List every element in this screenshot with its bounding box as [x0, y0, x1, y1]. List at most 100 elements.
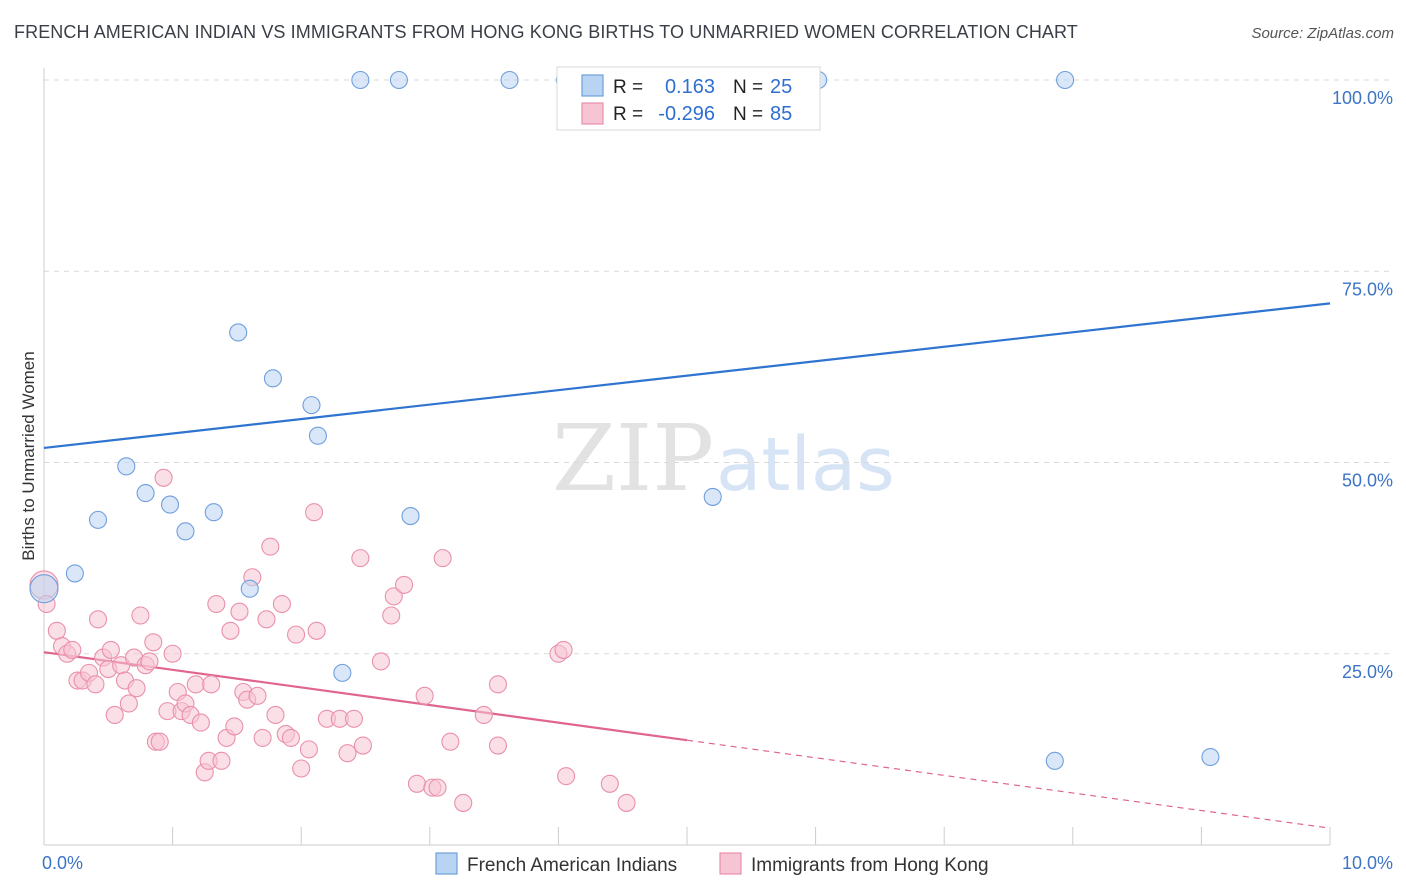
watermark-zip: ZIP: [552, 405, 714, 512]
trend-lines: [43, 302, 1331, 829]
point-immigrants-hong-kong: [221, 621, 240, 640]
point-immigrants-hong-kong: [63, 640, 82, 659]
point-immigrants-hong-kong: [382, 606, 401, 625]
point-immigrants-hong-kong: [454, 793, 473, 812]
point-french-american-indians: [263, 369, 282, 388]
point-immigrants-hong-kong: [150, 732, 169, 751]
point-immigrants-hong-kong: [281, 728, 300, 747]
legend-n-label-1: N =: [733, 77, 763, 98]
point-immigrants-hong-kong: [488, 736, 508, 755]
point-immigrants-hong-kong: [415, 686, 434, 705]
point-immigrants-hong-kong: [140, 652, 159, 671]
point-immigrants-hong-kong: [266, 705, 285, 725]
watermark-atlas: atlas: [716, 422, 895, 508]
point-immigrants-hong-kong: [344, 709, 363, 728]
point-french-american-indians: [1056, 70, 1075, 90]
y-tick-label: 50.0%: [1342, 471, 1393, 491]
point-immigrants-hong-kong: [202, 675, 221, 694]
axes: [43, 68, 1331, 846]
point-immigrants-hong-kong: [554, 640, 573, 659]
point-immigrants-hong-kong: [225, 717, 244, 736]
point-immigrants-hong-kong: [441, 732, 460, 751]
legend-swatch-pink: [581, 102, 604, 125]
point-immigrants-hong-kong: [407, 774, 426, 793]
point-immigrants-hong-kong: [131, 606, 150, 625]
point-french-american-indians: [176, 522, 195, 541]
point-immigrants-hong-kong: [105, 705, 124, 725]
legend-n-value-2: 85: [770, 103, 792, 125]
legend-n-value-1: 25: [770, 76, 792, 98]
point-immigrants-hong-kong: [101, 640, 120, 659]
trend-line-immigrants-hong-kong-dashed: [686, 739, 1331, 829]
point-french-american-indians: [29, 574, 59, 604]
point-immigrants-hong-kong: [248, 686, 267, 705]
point-immigrants-hong-kong: [617, 793, 636, 812]
point-immigrants-hong-kong: [488, 675, 508, 694]
y-tick-label: 75.0%: [1342, 279, 1393, 299]
legend-swatch-blue: [581, 74, 604, 97]
point-immigrants-hong-kong: [212, 751, 231, 770]
point-immigrants-hong-kong: [261, 537, 280, 556]
point-immigrants-hong-kong: [287, 625, 306, 644]
point-immigrants-hong-kong: [292, 759, 311, 778]
legend-r-label-1: R =: [613, 77, 643, 98]
point-french-american-indians: [88, 510, 108, 529]
bottom-legend-swatch-pink: [719, 852, 742, 875]
point-french-american-indians: [302, 396, 321, 415]
point-immigrants-hong-kong: [154, 468, 173, 487]
tick-labels: 100.0% 75.0% 50.0% 25.0% 0.0% 10.0%: [42, 88, 1393, 873]
point-french-american-indians: [389, 70, 408, 90]
point-immigrants-hong-kong: [600, 774, 619, 793]
point-french-american-indians: [1045, 751, 1064, 770]
point-french-american-indians: [136, 484, 155, 503]
point-immigrants-hong-kong: [474, 705, 493, 725]
point-immigrants-hong-kong: [433, 549, 452, 568]
point-french-american-indians: [204, 503, 223, 522]
legend-r-value-1: 0.163: [665, 76, 715, 98]
point-french-american-indians: [240, 579, 259, 598]
point-immigrants-hong-kong: [127, 679, 146, 698]
point-immigrants-hong-kong: [307, 621, 326, 640]
x-tick-label-min: 0.0%: [42, 853, 83, 873]
point-immigrants-hong-kong: [86, 675, 105, 694]
point-immigrants-hong-kong: [338, 744, 357, 763]
point-french-american-indians: [160, 495, 180, 514]
point-french-american-indians: [500, 70, 519, 90]
legend-r-label-2: R =: [613, 104, 643, 125]
point-immigrants-hong-kong: [207, 594, 226, 614]
point-french-american-indians: [703, 487, 722, 506]
point-french-american-indians: [401, 506, 420, 526]
point-immigrants-hong-kong: [371, 652, 390, 671]
point-french-american-indians: [229, 323, 248, 342]
point-immigrants-hong-kong: [299, 740, 318, 759]
x-tick-label-max: 10.0%: [1342, 853, 1393, 873]
chart-source: Source: ZipAtlas.com: [1251, 25, 1394, 42]
point-french-american-indians: [351, 70, 370, 90]
point-immigrants-hong-kong: [144, 633, 163, 652]
point-french-american-indians: [117, 457, 136, 476]
grid-lines: [44, 79, 1393, 655]
stats-legend: R = 0.163 N = 25 R = -0.296 N = 85: [556, 66, 821, 131]
point-immigrants-hong-kong: [305, 503, 324, 522]
chart-title: FRENCH AMERICAN INDIAN VS IMMIGRANTS FRO…: [14, 22, 1078, 42]
point-french-american-indians: [65, 564, 84, 583]
point-immigrants-hong-kong: [384, 587, 403, 606]
point-immigrants-hong-kong: [47, 621, 66, 640]
point-immigrants-hong-kong: [257, 610, 276, 629]
bottom-legend-label-1: French American Indians: [467, 855, 677, 876]
point-immigrants-hong-kong: [186, 675, 205, 694]
point-french-american-indians: [333, 663, 352, 682]
point-immigrants-hong-kong: [253, 728, 272, 747]
legend-r-value-2: -0.296: [658, 103, 715, 125]
point-immigrants-hong-kong: [428, 778, 447, 797]
series-legend: French American Indians Immigrants from …: [435, 852, 989, 876]
point-immigrants-hong-kong: [353, 736, 372, 755]
point-immigrants-hong-kong: [230, 602, 249, 621]
point-immigrants-hong-kong: [88, 610, 108, 629]
y-axis-label: Births to Unmarried Women: [19, 351, 38, 560]
point-french-american-indians: [1201, 747, 1220, 767]
point-immigrants-hong-kong: [272, 594, 291, 614]
bottom-legend-label-2: Immigrants from Hong Kong: [751, 855, 989, 876]
scatter-points: [29, 70, 1220, 812]
